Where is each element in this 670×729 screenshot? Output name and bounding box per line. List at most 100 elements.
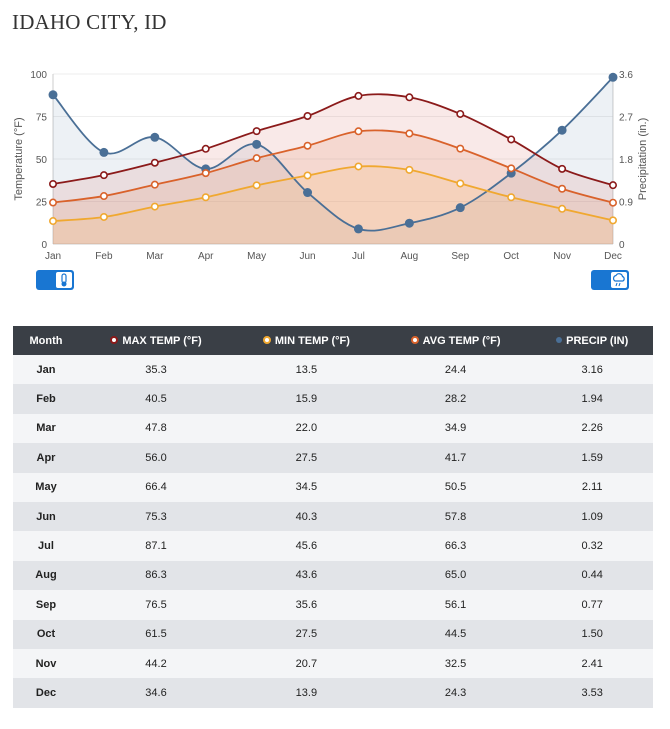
data-point [558,164,567,173]
table-row: Aug 86.3 43.6 65.0 0.44 [13,560,653,591]
x-tick-label: Jan [45,251,61,262]
data-point [456,144,465,153]
x-tick-label: Oct [503,251,519,262]
cell-avg: 57.8 [444,510,467,523]
header-max-temp: MAX TEMP (°F) [79,326,233,355]
table-row: Nov 44.2 20.7 32.5 2.41 [13,648,653,679]
temperature-toggle-button[interactable] [36,270,74,290]
data-point [558,184,567,193]
cell-max: 56.0 [145,451,167,464]
cell-max: 75.3 [145,510,167,523]
series-area [53,130,613,244]
cell-month: Oct [36,628,56,641]
y2-tick-label: 0.9 [619,198,633,209]
y2-axis-label: Precipitation (in.) [637,118,649,201]
cell-min: 40.3 [295,510,318,523]
cell-min: 34.5 [295,481,318,494]
data-point [404,218,414,228]
table-row: Jul 87.1 45.6 66.3 0.32 [13,531,653,561]
cell-precip: 1.09 [581,510,603,523]
page-title: IDAHO CITY, ID [12,10,167,34]
cell-avg: 41.7 [444,451,467,464]
data-point [99,192,108,201]
data-point [150,132,160,142]
data-point [354,162,363,171]
cell-max: 87.1 [145,540,167,553]
precip-marker-icon [556,336,563,343]
series-line [52,76,614,232]
cell-precip: 2.26 [581,422,603,435]
cell-avg: 66.3 [444,540,467,553]
cell-max: 35.3 [145,363,167,376]
x-tick-label: Dec [604,251,622,262]
table-row: Mar 47.8 22.0 34.9 2.26 [13,413,653,444]
cell-month: Nov [35,657,57,670]
y-tick-label: 0 [41,240,47,251]
header-precip: PRECIP (IN) [531,326,653,355]
y-tick-label: 75 [36,113,48,124]
y2-tick-label: 1.8 [619,155,633,166]
data-point [354,91,363,100]
cell-avg: 32.5 [444,657,467,670]
data-point [48,217,57,226]
data-point [507,193,516,202]
data-point [558,204,567,213]
cloud-rain-icon [611,272,627,288]
series-line [52,165,614,222]
data-point [99,212,108,221]
x-tick-label: Nov [553,251,571,262]
cell-min: 45.6 [295,540,318,553]
data-point [252,154,261,163]
data-point [405,165,414,174]
min-temp-marker-icon [262,335,271,344]
cell-min: 15.9 [295,393,318,406]
max-temp-marker-icon [110,335,119,344]
cell-month: Sep [35,598,57,611]
precipitation-toggle-button[interactable] [591,270,629,290]
cell-month: May [35,481,57,494]
data-point [303,188,313,198]
cell-avg: 34.9 [444,422,467,435]
y2-tick-label: 3.6 [619,70,633,81]
data-point [252,127,261,136]
y-tick-label: 100 [30,70,47,81]
table-row: Oct 61.5 27.5 44.5 1.50 [13,619,653,649]
data-point [48,179,57,188]
data-point [150,158,159,167]
cell-precip: 2.41 [581,657,603,670]
data-point [303,171,312,180]
y-tick-label: 50 [36,155,48,166]
cell-avg: 28.2 [444,393,467,406]
data-point [557,125,567,135]
table-row: May 66.4 34.5 50.5 2.11 [13,472,653,502]
x-tick-label: Mar [146,251,164,262]
data-point [507,164,516,173]
cell-avg: 44.5 [444,628,467,641]
cell-min: 20.7 [295,657,318,670]
header-min-temp: MIN TEMP (°F) [233,326,380,355]
cell-max: 86.3 [145,569,167,582]
table-row: Dec 34.6 13.9 24.3 3.53 [13,678,653,708]
series-line [52,129,614,204]
data-point [150,202,159,211]
data-point [48,90,58,100]
series-area [53,166,613,244]
data-point [201,144,210,153]
cell-min: 22.0 [295,422,318,435]
series-line [52,93,614,187]
thermometer-icon [56,272,72,288]
cell-month: Dec [35,686,57,699]
climate-chart: 0 25 50 75 100 0 0.9 1.8 2.7 3.6 Jan Feb Mar Apr May Ju… [13,70,649,262]
data-point [303,141,312,150]
cell-month: Jan [36,363,56,376]
data-point [608,198,617,207]
cell-min: 13.9 [295,686,318,699]
cell-precip: 3.53 [581,686,603,699]
cell-month: Mar [36,422,56,435]
data-point [405,129,414,138]
cell-min: 13.5 [295,363,318,376]
cell-max: 44.2 [145,657,167,670]
data-point [252,181,261,190]
cell-max: 61.5 [145,628,167,641]
data-point [252,139,262,149]
